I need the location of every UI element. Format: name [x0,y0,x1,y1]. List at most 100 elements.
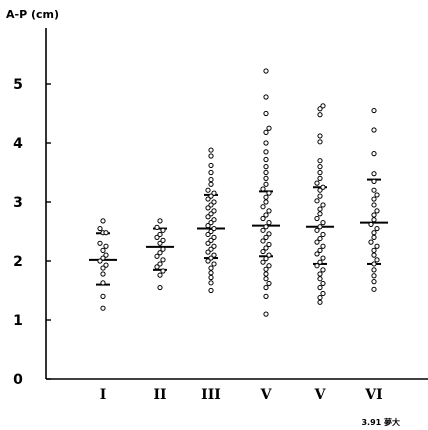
data-point [371,107,377,114]
y-axis-label: A-P (cm) [6,8,59,21]
data-point [368,239,374,245]
data-point [211,243,217,249]
x-category-label: V [314,387,327,403]
data-point [266,208,272,214]
data-point [205,231,211,238]
data-point [263,156,269,163]
data-point [100,305,106,311]
data-point [100,271,106,277]
x-axis-ticks: I II III V V VI [100,387,383,403]
data-point [208,270,214,276]
y-tick-label: 2 [13,254,23,270]
data-point [266,190,272,196]
data-point [320,290,326,297]
data-point [211,234,217,240]
data-point [260,186,266,192]
data-point [103,243,109,249]
data-point [208,255,214,261]
data-point [154,253,160,259]
data-point [263,149,269,155]
data-point [97,225,103,232]
data-point [211,190,217,196]
data-point [317,139,323,145]
data-point [263,129,269,135]
y-tick-label: 1 [13,313,23,329]
data-point [371,230,377,236]
data-point [317,235,323,242]
data-point [317,206,323,212]
x-category-label: V [260,387,273,403]
data-point [157,240,163,246]
data-point [371,261,377,267]
data-point [160,227,166,233]
data-point [100,293,106,299]
data-point [263,199,269,205]
data-point [211,199,217,205]
data-point [208,287,214,294]
data-point [97,240,103,246]
data-point [208,169,214,176]
data-point [100,265,106,271]
data-point [260,227,266,233]
data-point [205,258,211,264]
data-point [371,273,377,279]
data-point [211,252,217,258]
x-category-label: III [201,387,221,403]
data-point [205,223,211,229]
data-point [317,106,323,112]
data-point [263,234,269,240]
data-point [263,181,269,187]
data-point [205,196,211,202]
data-point [314,180,320,186]
data-point [374,243,380,249]
data-point [211,208,217,214]
data-point [371,202,377,208]
data-point [317,294,323,301]
data-point [371,171,377,177]
data-point [205,187,211,193]
data-point [160,257,166,263]
data-point [100,255,106,261]
data-point [317,211,323,217]
data-point [371,151,377,157]
data-point [157,218,163,224]
data-point [317,112,323,118]
data-point [263,224,269,230]
data-point [374,192,380,198]
data-point [368,221,374,228]
data-point [208,153,214,159]
data-point [320,255,326,261]
data-point [208,211,214,217]
data-point [263,68,269,74]
data-point [208,220,214,226]
data-point [160,237,166,243]
data-point [263,212,269,218]
group-bars [89,178,388,286]
data-point [263,94,269,100]
data-point [371,286,377,292]
y-tick-label: 4 [13,136,23,152]
data-point [263,284,269,291]
data-point [160,246,166,252]
data-point [263,266,269,272]
data-point [320,103,326,109]
data-point [317,193,323,199]
data-point [157,250,163,256]
data-point [314,227,320,233]
data-point [314,239,320,245]
data-point [263,140,269,146]
data-point [317,133,323,139]
data-point [208,202,214,208]
axes [45,28,428,380]
data-point [263,271,269,277]
data-point [371,252,377,258]
data-point [263,245,269,251]
data-point [263,276,269,282]
data-point [317,271,323,277]
data-point [208,181,214,187]
data-point [208,176,214,183]
data-point [314,251,320,257]
data-point [266,231,272,237]
data-point [371,217,377,223]
